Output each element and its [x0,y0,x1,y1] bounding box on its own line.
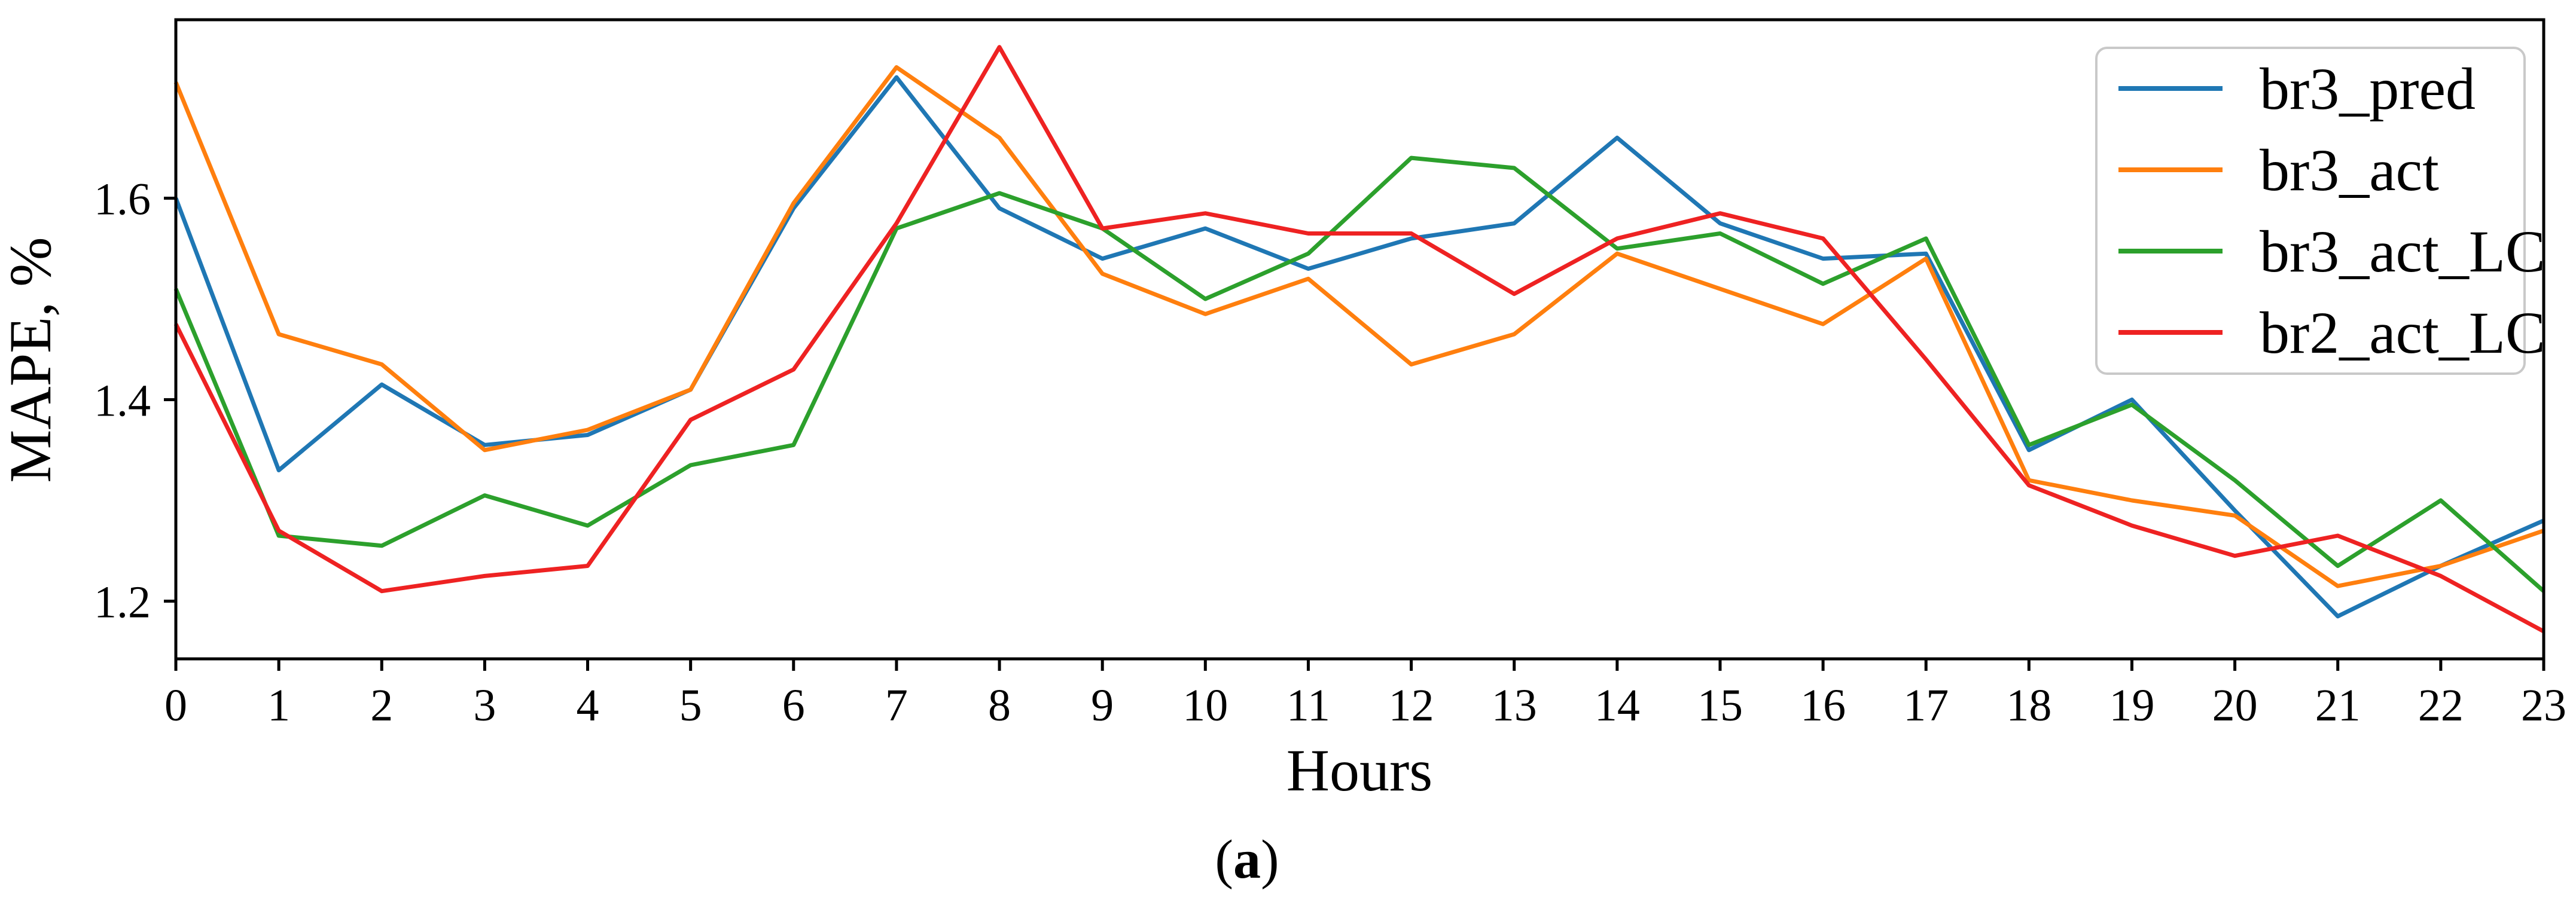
figure-caption: (a) [1215,829,1279,890]
x-tick-label: 9 [1091,680,1114,731]
x-tick-label: 3 [473,680,496,731]
x-tick-label: 4 [577,680,599,731]
x-axis-label: Hours [1287,737,1432,804]
x-tick-label: 7 [885,680,908,731]
legend-label-br3_act_LC: br3_act_LC [2260,218,2545,285]
legend-box [2095,47,2526,375]
caption-paren-open: ( [1215,829,1233,890]
y-tick-label: 1.6 [94,175,151,225]
legend-entry-br3_pred: br3_pred [2118,56,2476,122]
x-tick-label: 23 [2521,680,2566,731]
legend-entry-br3_act_LC: br3_act_LC [2118,218,2545,285]
y-axis-label: MAPE, % [0,237,63,482]
x-tick-label: 11 [1287,680,1330,731]
y-tick-label: 1.2 [94,578,151,628]
caption-letter: a [1233,829,1261,890]
series-line-br2_act_LC [173,45,2545,634]
x-tick-label: 21 [2315,680,2361,731]
x-tick-label: 1 [267,680,290,731]
legend: br3_pred br3_act br3_act_LC br2_act_LC [2095,47,2545,375]
axes-group: 0 1 2 3 4 5 6 7 8 9 10 11 12 13 14 15 16 17 18 19 20 21 22 231.… [94,175,2566,731]
x-tick-label: 18 [2006,680,2051,731]
x-tick-label: 19 [2109,680,2154,731]
x-tick-label: 6 [782,680,805,731]
x-tick-label: 16 [1800,680,1846,731]
y-tick-label: 1.4 [94,376,151,426]
series-line-br3_act [173,65,2545,588]
x-tick-label: 10 [1182,680,1228,731]
x-tick-label: 13 [1492,680,1537,731]
x-tick-label: 8 [988,680,1011,731]
legend-entry-br3_act: br3_act [2118,137,2439,203]
x-tick-label: 14 [1595,680,1640,731]
series-line-br3_act_LC [173,155,2545,593]
series-group [173,45,2545,634]
x-tick-label: 12 [1389,680,1434,731]
x-tick-label: 2 [370,680,393,731]
x-tick-label: 22 [2418,680,2464,731]
legend-label-br3_act: br3_act [2260,137,2439,203]
legend-label-br2_act_LC: br2_act_LC [2260,300,2545,366]
legend-label-br3_pred: br3_pred [2260,56,2476,122]
x-tick-label: 5 [679,680,702,731]
caption-paren-close: ) [1261,829,1279,890]
x-tick-label: 20 [2212,680,2258,731]
x-tick-label: 17 [1903,680,1949,731]
x-tick-label: 15 [1697,680,1743,731]
x-tick-label: 0 [164,680,187,731]
legend-entry-br2_act_LC: br2_act_LC [2118,300,2545,366]
plot-border [174,18,2545,661]
